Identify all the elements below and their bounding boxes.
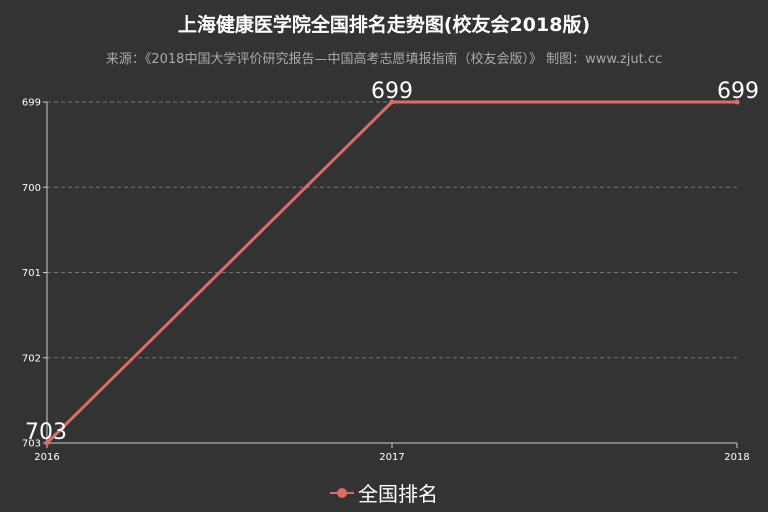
x-tick-label: 2016 [34,452,59,463]
data-label: 703 [25,420,67,445]
y-tick-label: 703 [22,439,41,450]
y-tick-label: 702 [22,353,41,364]
y-tick-label: 701 [22,268,41,279]
data-label: 699 [371,79,413,104]
legend[interactable]: 全国排名 [0,478,768,507]
legend-label: 全国排名 [358,482,438,506]
chart-title: 上海健康医学院全国排名走势图(校友会2018版) [177,14,591,36]
y-tick-label: 699 [22,98,41,109]
data-point [44,440,50,446]
data-point [734,99,740,105]
x-tick-label: 2017 [379,452,404,463]
data-label: 699 [717,79,759,104]
x-tick-label: 2018 [724,452,749,463]
legend-series-marker-icon [330,486,354,500]
data-point [389,99,395,105]
y-tick-label: 700 [22,183,41,194]
chart-subtitle: 来源：《2018中国大学评价研究报告—中国高考志愿填报指南（校友会版）》 制图：… [105,52,663,67]
